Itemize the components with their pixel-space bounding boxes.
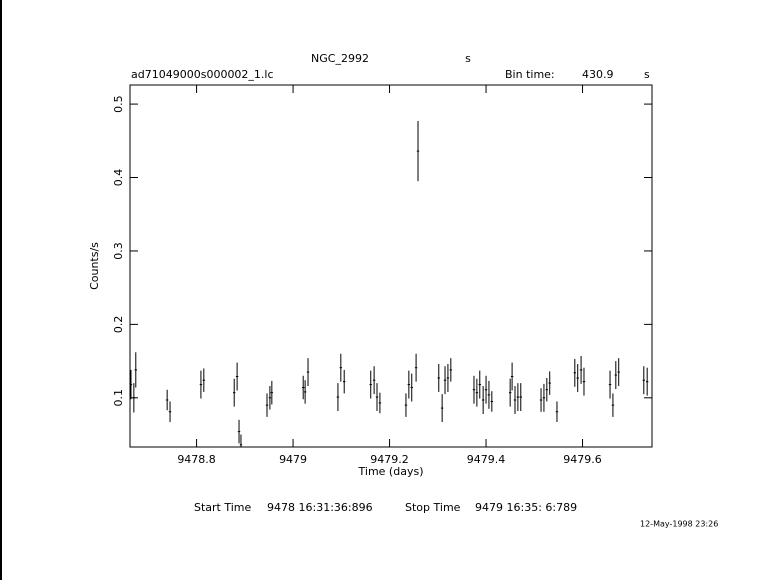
y-tick-label: 0.3 <box>112 242 125 260</box>
bin-time: 430.9 <box>582 68 614 81</box>
date-stamp: 12-May-1998 23:26 <box>640 520 718 529</box>
y-tick-label: 0.1 <box>112 389 125 407</box>
start-time-label: Start Time <box>194 501 252 514</box>
file-name: ad71049000s000002_1.lc <box>131 68 274 81</box>
start-time: 9478 16:31:36:896 <box>267 501 373 514</box>
x-tick-label: 9479 <box>279 453 307 466</box>
plot-frame <box>129 84 653 448</box>
bin-time-label: Bin time: <box>505 68 555 81</box>
chart-title: NGC_2992 <box>311 52 369 65</box>
y-axis-label: Counts/s <box>88 242 101 290</box>
stop-time: 9479 16:35: 6:789 <box>475 501 577 514</box>
stop-time-label: Stop Time <box>405 501 461 514</box>
x-tick-label: 9478.8 <box>177 453 216 466</box>
x-tick-label: 9479.2 <box>370 453 409 466</box>
x-axis-label: Time (days) <box>358 465 424 478</box>
title-unit: s <box>465 52 471 65</box>
bin-time-unit: s <box>644 68 650 81</box>
x-tick-label: 9479.4 <box>467 453 506 466</box>
y-tick-label: 0.4 <box>112 169 125 187</box>
y-tick-label: 0.5 <box>112 95 125 113</box>
x-tick-label: 9479.6 <box>563 453 602 466</box>
y-tick-label: 0.2 <box>112 316 125 334</box>
